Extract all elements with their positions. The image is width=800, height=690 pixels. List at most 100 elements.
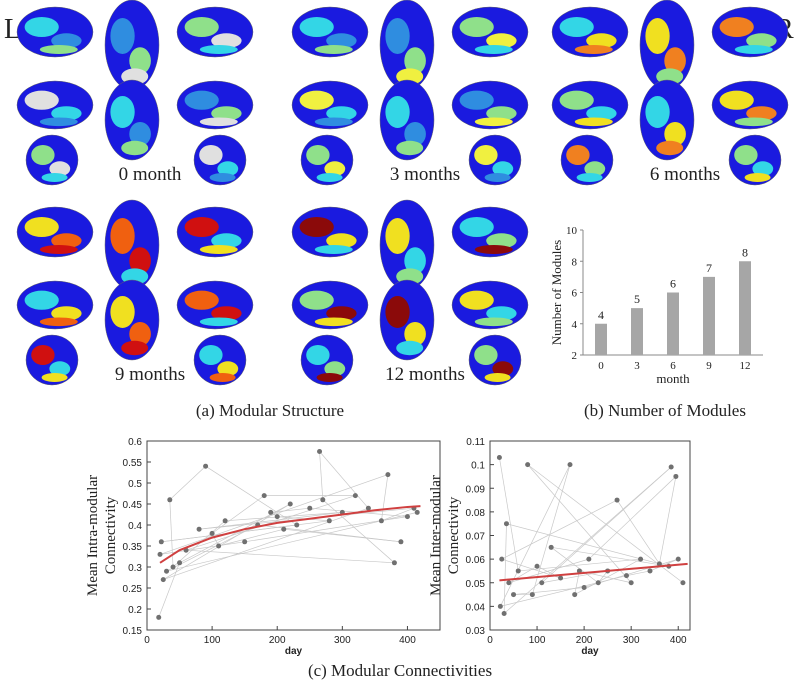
brain-region xyxy=(474,245,513,254)
brain-region xyxy=(51,106,82,121)
connector xyxy=(508,565,538,584)
y-tick-label: 0.45 xyxy=(123,500,143,511)
brain-region xyxy=(396,340,424,356)
brain-region xyxy=(385,96,410,128)
brain-group: 0 month xyxy=(16,0,254,186)
trend-line xyxy=(499,562,688,582)
value-label: 8 xyxy=(742,245,748,259)
brain-region xyxy=(734,45,773,54)
point xyxy=(158,539,164,545)
point xyxy=(294,522,300,528)
point xyxy=(209,530,215,536)
brain-region xyxy=(199,317,238,327)
y-tick-label: 0.05 xyxy=(466,579,486,590)
connector xyxy=(541,570,608,584)
y-tick-label: 0.25 xyxy=(123,584,143,595)
y-tick-label: 4 xyxy=(572,319,578,331)
month-label: 3 months xyxy=(390,164,460,185)
brain-region xyxy=(719,17,754,37)
connector xyxy=(211,495,265,534)
brain-region xyxy=(404,247,426,275)
brain-group: 6 months xyxy=(551,0,789,186)
connector xyxy=(550,547,599,584)
brain-region xyxy=(396,140,424,156)
x-tick-label: 0 xyxy=(598,360,604,372)
y-axis-label: Mean Intra-modular xyxy=(85,475,101,596)
connector xyxy=(551,546,669,567)
y-tick-label: 8 xyxy=(572,256,578,268)
y-tick-label: 10 xyxy=(566,225,578,237)
connector xyxy=(163,507,369,580)
x-tick-label: 0 xyxy=(487,635,493,646)
brain-region xyxy=(559,17,594,37)
x-tick-label: 400 xyxy=(399,635,416,646)
point xyxy=(628,580,634,586)
connector xyxy=(319,451,324,500)
brain-region xyxy=(110,96,135,128)
point xyxy=(414,509,420,515)
point xyxy=(680,580,686,586)
brain-region xyxy=(746,106,777,121)
brain-region xyxy=(326,233,357,249)
month-label: 12 months xyxy=(385,364,465,385)
connector xyxy=(574,570,580,595)
connector xyxy=(169,465,206,501)
y-tick-label: 0.04 xyxy=(466,602,486,613)
connector xyxy=(166,512,418,572)
value-label: 4 xyxy=(598,308,604,322)
brain-region xyxy=(41,373,68,382)
x-tick-label: 100 xyxy=(204,635,221,646)
brain-region xyxy=(184,17,219,37)
brain-region xyxy=(404,47,426,75)
y-axis-label: Number of Modules xyxy=(549,240,564,345)
brain-region xyxy=(24,90,59,110)
point xyxy=(614,497,620,503)
brain-region xyxy=(474,345,498,365)
y-tick-label: 6 xyxy=(572,288,578,300)
brain-region xyxy=(39,117,78,127)
brain-region xyxy=(664,122,686,146)
brain-region xyxy=(746,33,777,49)
brain-region xyxy=(385,296,410,328)
brain-region xyxy=(121,140,149,156)
y-tick-label: 0.06 xyxy=(466,555,486,566)
connector xyxy=(501,499,618,560)
y-tick-label: 0.35 xyxy=(123,542,143,553)
brain-region xyxy=(576,173,603,182)
point xyxy=(668,464,674,470)
point xyxy=(274,514,280,520)
y-tick-label: 0.6 xyxy=(128,437,142,448)
y-axis-label: Connectivity xyxy=(103,496,119,574)
point xyxy=(157,551,163,557)
point xyxy=(506,580,512,586)
brain-region xyxy=(326,306,357,321)
connector xyxy=(500,575,627,607)
y-tick-label: 0.15 xyxy=(123,626,143,637)
brain-region xyxy=(314,117,353,127)
brain-region xyxy=(486,106,517,121)
brain-region xyxy=(752,161,774,177)
brain-region xyxy=(51,233,82,249)
point xyxy=(320,497,326,503)
brain-region xyxy=(719,90,754,110)
point xyxy=(647,568,653,574)
brain-region xyxy=(129,122,151,146)
brain-region xyxy=(474,145,498,165)
brain-region xyxy=(734,117,773,127)
point xyxy=(576,568,582,574)
point xyxy=(496,455,502,461)
brain-region xyxy=(211,306,242,321)
month-label: 6 months xyxy=(650,164,720,185)
brain-region xyxy=(24,217,59,237)
x-tick-label: 3 xyxy=(634,360,640,372)
brain-region xyxy=(24,290,59,310)
point xyxy=(511,592,517,598)
brain-region xyxy=(39,317,78,327)
brain-region xyxy=(314,45,353,54)
brain-region xyxy=(184,90,219,110)
y-tick-label: 0.1 xyxy=(471,461,485,472)
point xyxy=(242,539,248,545)
y-axis-label: Mean Inter-modular xyxy=(428,475,444,596)
brain-region xyxy=(664,47,686,75)
